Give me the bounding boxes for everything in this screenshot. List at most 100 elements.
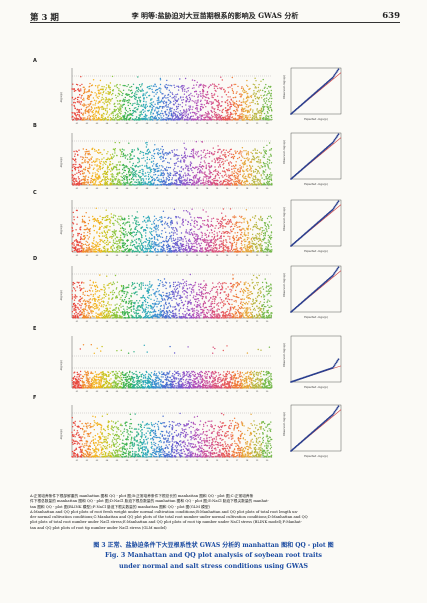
snp-point (131, 150, 133, 152)
snp-point (93, 99, 96, 101)
snp-point (177, 105, 180, 108)
snp-point (271, 118, 273, 121)
snp-point (169, 166, 172, 169)
snp-point (219, 182, 221, 184)
snp-point (134, 173, 137, 175)
snp-point (210, 117, 212, 119)
snp-point (185, 164, 187, 166)
snp-point (185, 114, 188, 116)
snp-point (131, 176, 134, 179)
snp-point (152, 117, 154, 119)
snp-point (239, 164, 241, 167)
snp-point (268, 177, 270, 179)
snp-point (151, 243, 154, 245)
snp-point (105, 87, 107, 89)
snp-point (116, 220, 118, 222)
snp-point (225, 173, 227, 175)
snp-point (195, 250, 197, 252)
chromosome-points (231, 76, 243, 121)
snp-point (105, 96, 107, 99)
snp-point (119, 224, 122, 227)
snp-point (174, 250, 176, 253)
snp-point (131, 171, 133, 173)
snp-point (221, 79, 223, 81)
snp-point (101, 153, 103, 156)
snp-point (129, 224, 131, 226)
snp-point (184, 77, 187, 80)
snp-point (222, 118, 224, 120)
snp-point (241, 114, 243, 116)
snp-point (209, 101, 211, 103)
snp-point (190, 224, 192, 226)
snp-point (243, 150, 245, 152)
snp-point (166, 169, 168, 172)
snp-point (97, 117, 100, 119)
snp-point (71, 174, 73, 176)
snp-point (175, 154, 177, 156)
snp-point (141, 178, 143, 180)
snp-point (248, 158, 250, 160)
snp-point (109, 161, 111, 163)
snp-point (104, 219, 106, 222)
qq-point (335, 71, 338, 73)
snp-point (242, 110, 245, 113)
snp-point (167, 118, 169, 120)
snp-point (72, 222, 74, 224)
snp-point (179, 97, 182, 99)
snp-point (124, 233, 126, 236)
snp-point (80, 156, 82, 158)
snp-point (131, 181, 133, 183)
snp-point (109, 225, 111, 228)
snp-point (98, 101, 100, 103)
snp-point (94, 161, 96, 163)
snp-point (237, 179, 239, 182)
snp-point (189, 163, 191, 165)
snp-point (145, 92, 147, 94)
snp-point (144, 245, 146, 247)
snp-point (234, 184, 237, 186)
snp-point (98, 165, 100, 167)
snp-point (96, 243, 99, 245)
snp-point (256, 180, 258, 182)
snp-point (127, 154, 129, 156)
snp-point (95, 181, 97, 183)
snp-point (187, 172, 189, 175)
chromosome-points (91, 147, 103, 186)
snp-point (199, 107, 202, 110)
snp-point (106, 119, 108, 121)
snp-point (99, 241, 101, 243)
snp-point (81, 183, 83, 185)
snp-point (232, 153, 235, 156)
snp-point (105, 113, 108, 115)
snp-point (187, 239, 190, 242)
snp-point (159, 77, 162, 80)
snp-point (187, 113, 189, 115)
snp-point (78, 149, 80, 151)
snp-point (196, 166, 198, 168)
snp-point (94, 160, 97, 162)
snp-point (91, 249, 93, 251)
snp-point (137, 147, 139, 149)
snp-point (128, 114, 130, 117)
snp-point (256, 112, 258, 115)
snp-point (191, 243, 193, 245)
snp-point (71, 243, 73, 245)
snp-point (133, 119, 136, 121)
snp-point (242, 116, 244, 118)
snp-point (197, 184, 199, 186)
snp-point (126, 158, 129, 160)
snp-point (158, 114, 161, 116)
chromosome-points (201, 84, 213, 121)
snp-point (133, 184, 135, 186)
snp-point (103, 239, 106, 242)
snp-point (162, 175, 164, 177)
snp-point (78, 241, 81, 243)
snp-point (135, 165, 137, 167)
snp-point (115, 230, 117, 233)
snp-point (248, 182, 251, 185)
snp-point (194, 79, 196, 82)
snp-point (146, 245, 149, 247)
snp-point (195, 166, 197, 168)
snp-point (118, 215, 120, 218)
snp-point (160, 236, 162, 238)
